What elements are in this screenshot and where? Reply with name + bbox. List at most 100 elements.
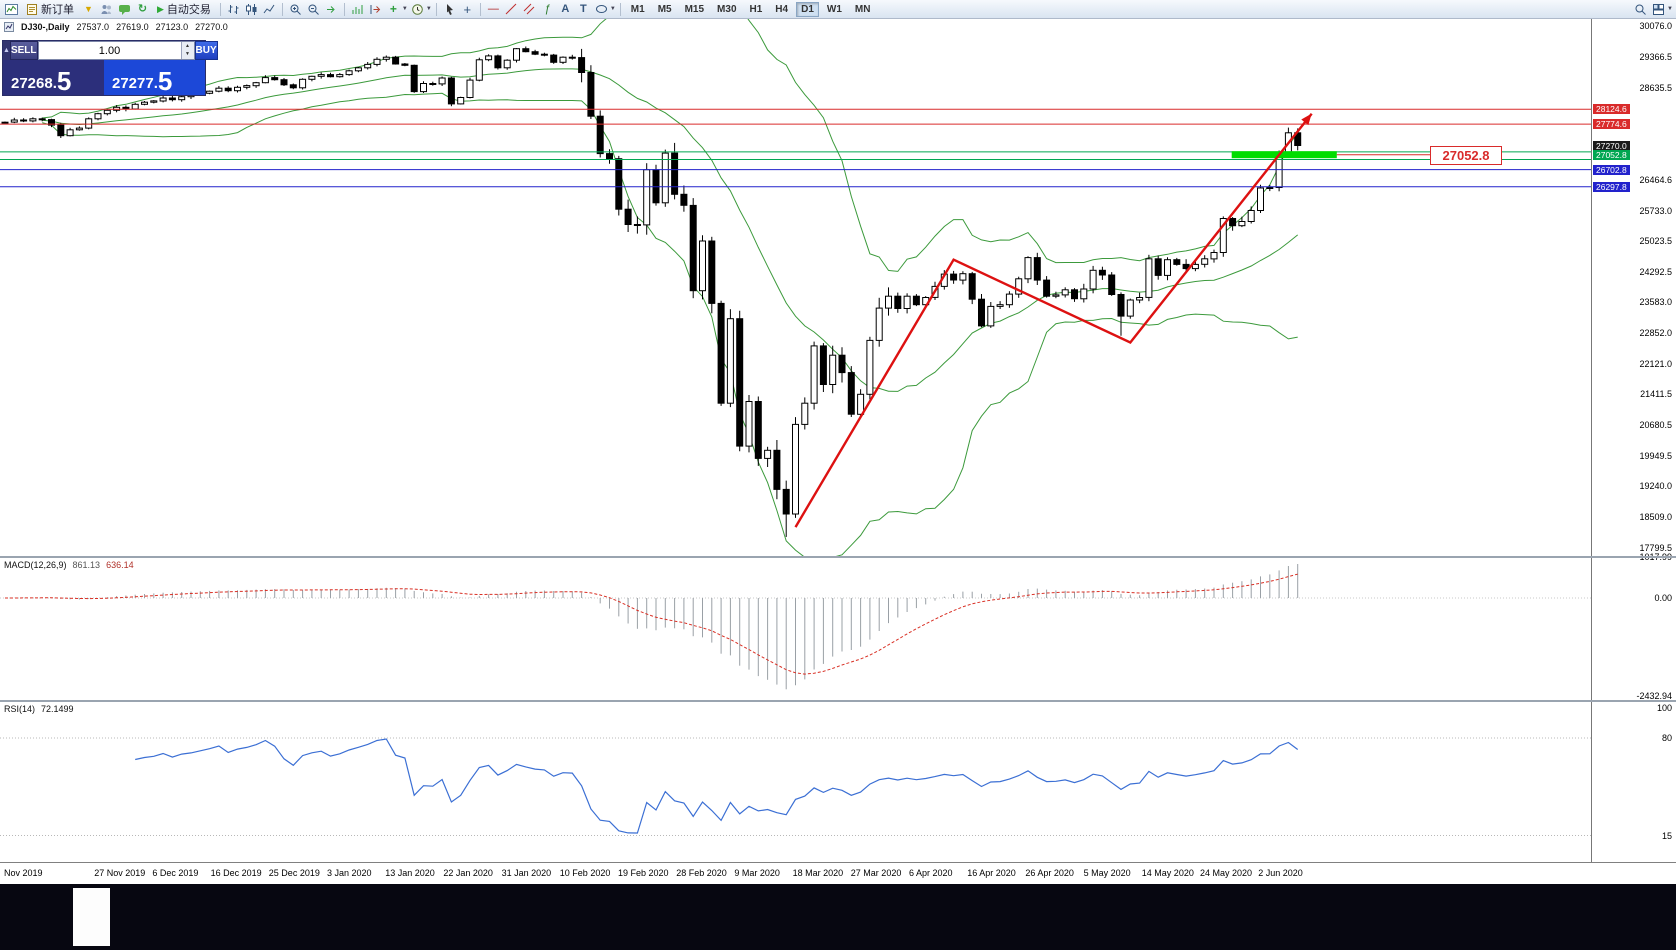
candle xyxy=(1126,299,1134,317)
candle xyxy=(178,96,186,101)
candle xyxy=(987,305,995,327)
new-order-icon xyxy=(27,3,37,15)
rsi-svg[interactable] xyxy=(0,702,1591,862)
timeframe-h1[interactable]: H1 xyxy=(745,2,768,17)
price-callout-text: 27052.8 xyxy=(1442,148,1490,163)
hline-tool-icon[interactable]: — xyxy=(487,2,499,15)
chat-icon[interactable] xyxy=(116,1,133,18)
contacts-icon[interactable] xyxy=(98,1,115,18)
autotrading-play-icon: ▶ xyxy=(157,3,164,14)
windows-caret-icon[interactable]: ▼ xyxy=(1667,6,1673,12)
volume-down-icon[interactable]: ▼ xyxy=(181,50,194,59)
line-chart-mode-icon[interactable] xyxy=(261,1,278,18)
add-indicator-icon[interactable]: + xyxy=(389,2,397,16)
candle xyxy=(1229,218,1237,227)
candle xyxy=(522,48,530,53)
candle xyxy=(726,318,734,404)
candle xyxy=(745,401,753,447)
macd-panel: MACD(12,26,9) 861.13 636.14 xyxy=(0,558,1591,700)
cursor-icon[interactable] xyxy=(441,1,458,18)
timeframe-m15[interactable]: M15 xyxy=(680,2,709,17)
timeframe-m30[interactable]: M30 xyxy=(712,2,741,17)
toolbar-separator xyxy=(435,2,437,16)
channel-tool-icon[interactable] xyxy=(521,1,538,18)
price-tick: 19949.5 xyxy=(1639,451,1672,462)
period-caret-icon[interactable]: ▼ xyxy=(425,6,432,12)
candle xyxy=(141,101,148,105)
text-tool-icon[interactable]: A xyxy=(561,2,570,15)
candle xyxy=(457,97,465,105)
zoom-out-icon[interactable] xyxy=(305,1,322,18)
macd-value-signal: 636.14 xyxy=(106,560,134,570)
candle xyxy=(1154,258,1162,276)
autotrading-button[interactable]: ▶ 自动交易 xyxy=(152,1,216,18)
candle xyxy=(392,56,400,65)
new-order-button[interactable]: 新订单 xyxy=(21,1,79,18)
macd-svg[interactable] xyxy=(0,558,1591,700)
chart-mini-icon[interactable] xyxy=(3,1,20,18)
candle xyxy=(234,86,241,92)
buy-price[interactable]: 27277. 5 xyxy=(104,60,205,95)
candle xyxy=(503,59,511,69)
fibonacci-tool-icon[interactable]: ƒ xyxy=(544,2,551,15)
highlight-zone[interactable] xyxy=(1231,151,1337,159)
candle xyxy=(764,449,772,459)
candle xyxy=(336,74,344,78)
price-callout[interactable]: 27052.8 xyxy=(1430,146,1502,165)
candle xyxy=(159,97,167,102)
price-axis[interactable]: 30076.0 29366.5 28635.5 26464.6 25733.0 25023… xyxy=(1591,19,1676,862)
candle xyxy=(866,339,874,395)
buy-button[interactable]: BUY xyxy=(194,41,218,60)
time-axis-label: 16 Apr 2020 xyxy=(967,868,1016,878)
candle xyxy=(829,354,837,386)
timeframe-d1[interactable]: D1 xyxy=(796,1,819,17)
price-tick: 20680.5 xyxy=(1639,420,1672,431)
search-icon[interactable] xyxy=(1632,1,1649,18)
timeframe-h4[interactable]: H4 xyxy=(770,2,793,17)
label-tool-icon[interactable]: T xyxy=(579,2,587,15)
sell-price[interactable]: 27268. 5 xyxy=(3,60,104,95)
time-axis[interactable]: Nov 2019 27 Nov 2019 6 Dec 2019 16 Dec 2019… xyxy=(0,862,1676,884)
toolbar-separator xyxy=(479,2,481,16)
timeframe-w1[interactable]: W1 xyxy=(822,2,847,17)
candlestick-mode-icon[interactable] xyxy=(243,1,260,18)
indicators-icon[interactable] xyxy=(349,1,366,18)
timeframe-mn[interactable]: MN xyxy=(850,2,876,17)
shapes-caret-icon[interactable]: ▼ xyxy=(609,6,616,12)
bar-chart-mode-icon[interactable] xyxy=(225,1,242,18)
time-axis-label: 9 Mar 2020 xyxy=(734,868,780,878)
shapes-tool-icon[interactable] xyxy=(593,1,610,18)
candle xyxy=(606,153,613,160)
chart-shift-icon[interactable] xyxy=(367,1,384,18)
add-indicator-caret-icon[interactable]: ▼ xyxy=(401,6,408,12)
trendline-tool-icon[interactable] xyxy=(503,1,520,18)
taskbar-item[interactable] xyxy=(73,888,110,946)
volume-input[interactable] xyxy=(38,42,181,59)
panel-separator[interactable] xyxy=(0,556,1676,558)
price-tag-support: 26297.8 xyxy=(1593,181,1630,192)
timeframe-m5[interactable]: M5 xyxy=(653,2,677,17)
trend-arrow-head xyxy=(1301,113,1312,126)
community-icon[interactable]: ↻ xyxy=(137,2,148,15)
sell-button[interactable]: SELL xyxy=(9,41,38,60)
trend-arrow-line[interactable] xyxy=(794,112,1313,528)
crosshair-icon[interactable]: + xyxy=(463,1,472,17)
price-tick: 28635.5 xyxy=(1639,82,1672,93)
funnel-icon[interactable]: ▼ xyxy=(84,4,93,14)
panel-collapse-icon[interactable]: ▲ xyxy=(3,47,10,54)
price-tick: 21411.5 xyxy=(1640,389,1672,400)
volume-up-icon[interactable]: ▲ xyxy=(181,42,194,51)
candle xyxy=(717,302,725,404)
period-clock-icon[interactable] xyxy=(409,1,426,18)
candle xyxy=(792,423,799,515)
windows-layout-icon[interactable] xyxy=(1650,1,1667,18)
candle xyxy=(289,84,297,89)
panel-separator[interactable] xyxy=(0,700,1676,702)
auto-scroll-icon[interactable] xyxy=(323,1,340,18)
autotrading-label: 自动交易 xyxy=(166,4,211,16)
candle xyxy=(615,158,623,210)
zoom-in-icon[interactable] xyxy=(287,1,304,18)
timeframe-m1[interactable]: M1 xyxy=(626,2,650,17)
price-chart-svg[interactable] xyxy=(0,19,1591,556)
candle xyxy=(568,56,576,59)
